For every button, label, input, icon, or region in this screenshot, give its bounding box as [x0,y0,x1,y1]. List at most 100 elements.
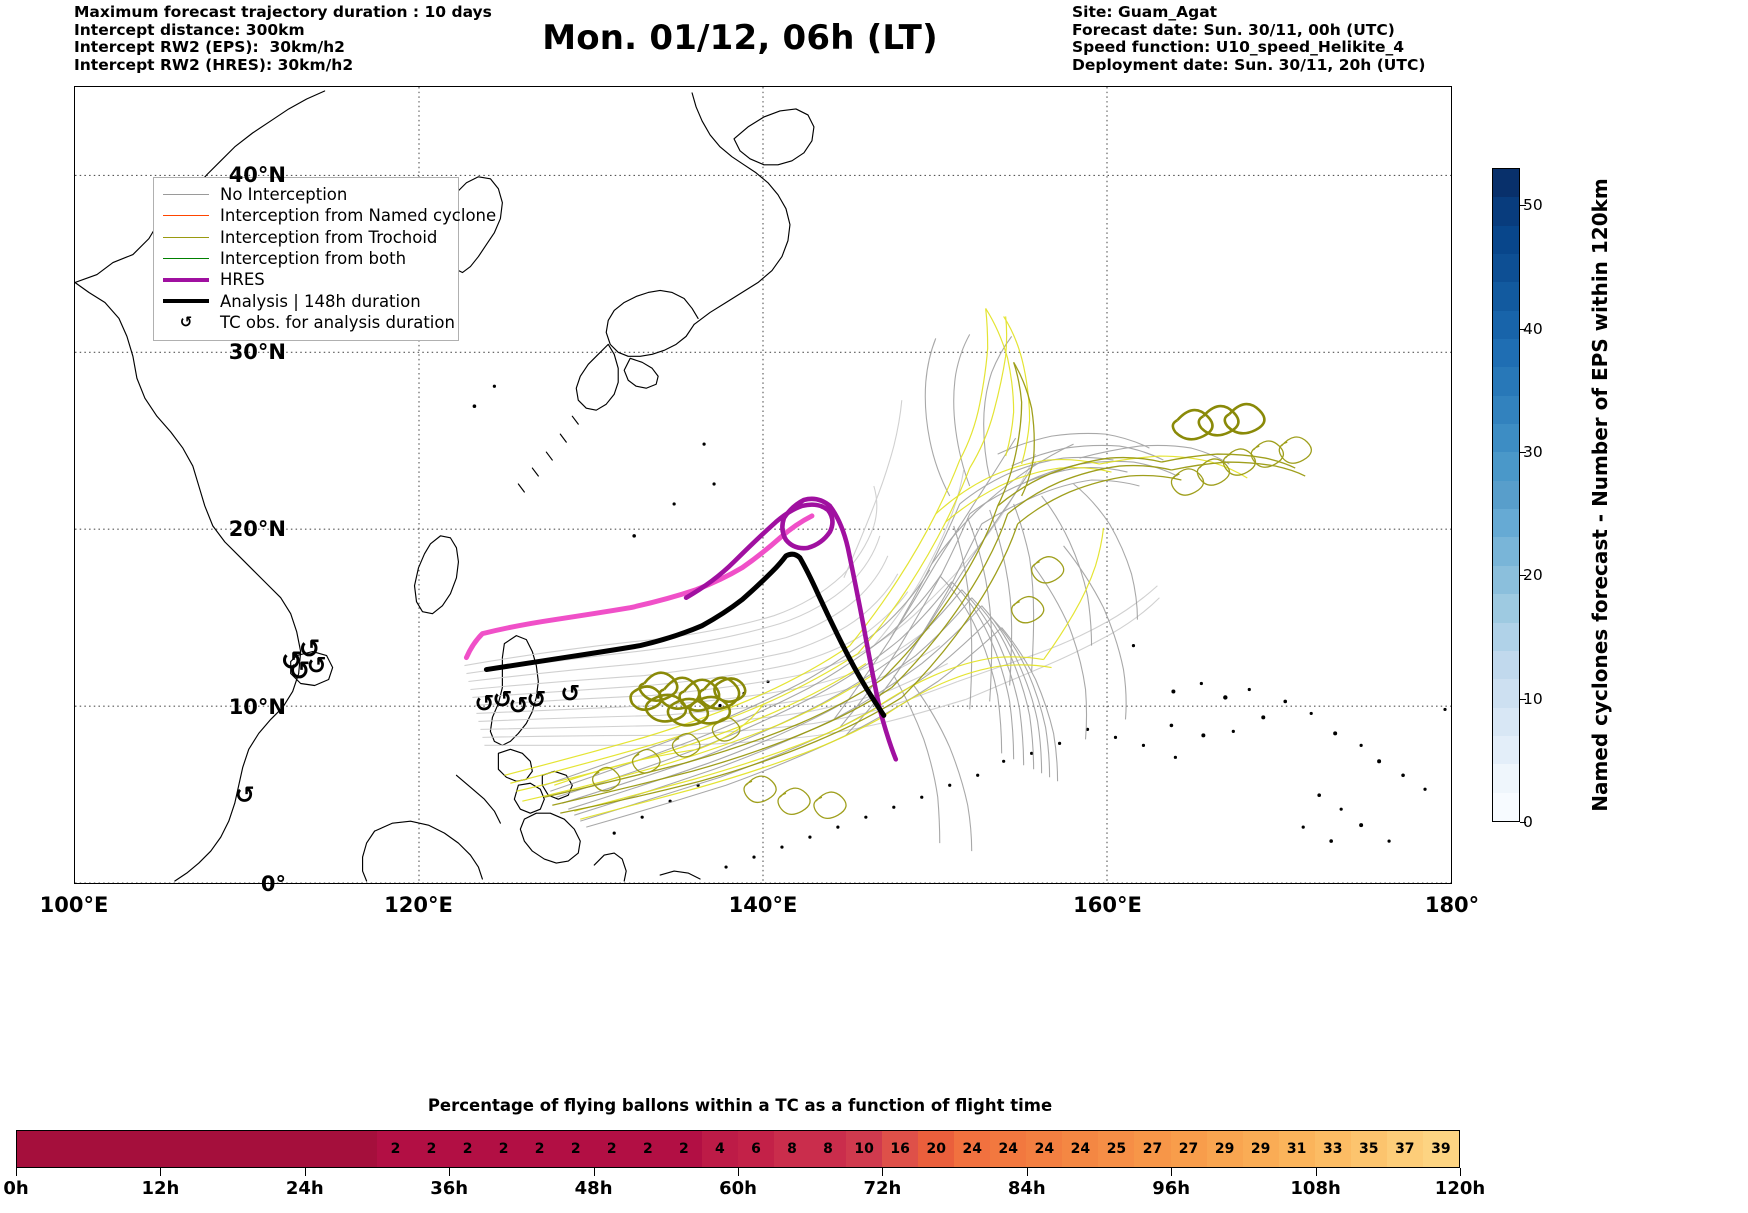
cbv-tick-20: 20 [1523,566,1543,585]
cbh-tick-72h: 72h [863,1178,902,1199]
colorbar-cell: 33 [1314,1131,1351,1167]
xtick-180: 180° [1424,893,1480,917]
cbv-tick-0: 0 [1523,813,1533,831]
colorbar-cell [89,1131,126,1167]
colorbar-segment [1493,452,1519,481]
eps-trajectories-trochoid [544,361,1312,819]
colorbar-segment [1493,792,1519,821]
cbv-tick-40: 40 [1523,319,1543,338]
eps-trajectories-trochoid-light [504,308,1248,820]
colorbar-segment [1493,339,1519,368]
ytick-40: 40°N [228,162,286,187]
colorbar-segment [1493,310,1519,340]
cbh-tick-108h: 108h [1290,1178,1341,1199]
legend-item[interactable]: Interception from Named cyclone [163,205,496,226]
legend-item[interactable]: Interception from both [163,248,449,269]
colorbar-cell: 4 [701,1131,738,1167]
ytick-30: 30°N [228,340,286,364]
cbh-tick-24h: 24h [285,1178,324,1199]
colorbar-cell: 6 [737,1131,774,1167]
colorbar-cell [197,1131,234,1167]
colorbar-cell [17,1131,54,1167]
colorbar-cell: 2 [665,1131,702,1167]
colorbar-cell: 10 [846,1131,883,1167]
colorbar-cell: 29 [1206,1131,1243,1167]
colorbar-vertical-label: Named cyclones forecast - Number of EPS … [1588,178,1612,812]
tc-obs-icon: ↺ [235,781,255,809]
colorbar-cell: 35 [1350,1131,1387,1167]
analysis-trajectory [483,551,887,718]
tc-observation-markers: ↺ ↺ ↺ ↺ ↺ ↺ ↺ ↺ ↺ ↺ [235,635,581,810]
colorbar-cell: 2 [377,1131,414,1167]
ytick-10: 10°N [228,694,286,719]
colorbar-cell: 27 [1134,1131,1171,1167]
colorbar-cell [269,1131,306,1167]
cbh-tick-0h: 0h [3,1178,29,1199]
colorbar-segment [1493,254,1519,283]
tc-obs-icon: ↺ [299,635,321,665]
island-dots [472,384,1447,869]
colorbar-cell: 29 [1242,1131,1279,1167]
colorbar-segment [1493,650,1519,680]
colorbar-cell [53,1131,90,1167]
legend-item[interactable]: No Interception [163,184,449,205]
legend-label: No Interception [220,185,348,205]
ytick-0: 0° [260,872,286,896]
hres-trajectory-pink [463,513,815,661]
tc-obs-icon: ↺ [281,647,303,677]
colorbar-cell: 8 [810,1131,847,1167]
colorbar-cell: 25 [1098,1131,1135,1167]
colorbar-percentage-in-tc[interactable]: 2 2 2 2 2 2 2 2 2 4 6 8 8 10 16 20 24 24 24 24 25 27 27 29 29 31 3… [16,1130,1460,1168]
map-plot-area[interactable]: ↺ ↺ ↺ ↺ ↺ ↺ ↺ ↺ ↺ ↺ No Interception Inte… [74,86,1452,884]
legend-item[interactable]: Analysis | 148h duration [163,290,449,311]
legend-swatch-both [163,258,209,260]
colorbar-cell: 2 [449,1131,486,1167]
cbh-tick-48h: 48h [574,1178,613,1199]
page-title: Mon. 01/12, 06h (LT) [542,18,938,58]
colorbar-cell: 20 [918,1131,955,1167]
eps-trajectories-no-interception [544,334,1230,852]
colorbar-cell: 39 [1422,1131,1459,1167]
cbh-tick-12h: 12h [141,1178,180,1199]
tc-obs-icon: ↺ [560,679,580,707]
tc-obs-icon: ↺ [307,652,327,680]
cbh-tick-36h: 36h [430,1178,469,1199]
colorbar-segment [1493,735,1519,765]
colorbar-named-cyclones[interactable] [1492,168,1520,822]
legend-swatch-trochoid [163,236,209,238]
colorbar-cell: 8 [773,1131,811,1167]
cbh-tick-84h: 84h [1007,1178,1046,1199]
coastlines [75,90,815,882]
colorbar-cell: 27 [1170,1131,1207,1167]
legend-label: HRES [220,270,265,290]
legend-swatch-hres [163,277,209,282]
colorbar-horizontal-title: Percentage of flying ballons within a TC… [427,1096,1053,1115]
colorbar-cell: 2 [521,1131,558,1167]
cbh-tick-120h: 120h [1434,1178,1486,1199]
map-legend[interactable]: No Interception Interception from Named … [153,177,496,342]
colorbar-segment [1493,367,1519,396]
tc-obs-icon: ↺ [179,312,193,331]
tc-obs-icon: ↺ [492,685,512,713]
colorbar-cell [161,1131,198,1167]
colorbar-cell: 2 [485,1131,522,1167]
legend-item[interactable]: HRES [163,269,449,290]
legend-item[interactable]: ↺ TC obs. for analysis duration [163,312,455,333]
legend-label: Interception from both [220,249,407,269]
legend-swatch-named-cyclone [163,215,209,217]
colorbar-cell: 24 [954,1131,991,1167]
trochoid-loop-cluster [629,402,1266,727]
colorbar-segment [1493,480,1519,510]
colorbar-cell: 2 [593,1131,630,1167]
colorbar-cell: 2 [413,1131,450,1167]
colorbar-segment [1493,565,1519,595]
colorbar-segment [1493,622,1519,651]
cbh-tick-60h: 60h [719,1178,757,1199]
tc-obs-icon: ↺ [508,691,528,719]
colorbar-segment [1493,197,1519,226]
legend-item[interactable]: Interception from Trochoid [163,227,449,248]
cbv-tick-30: 30 [1523,442,1543,461]
legend-label: Analysis | 148h duration [220,291,421,311]
colorbar-segment [1493,169,1519,198]
tc-obs-icon: ↺ [474,689,494,717]
